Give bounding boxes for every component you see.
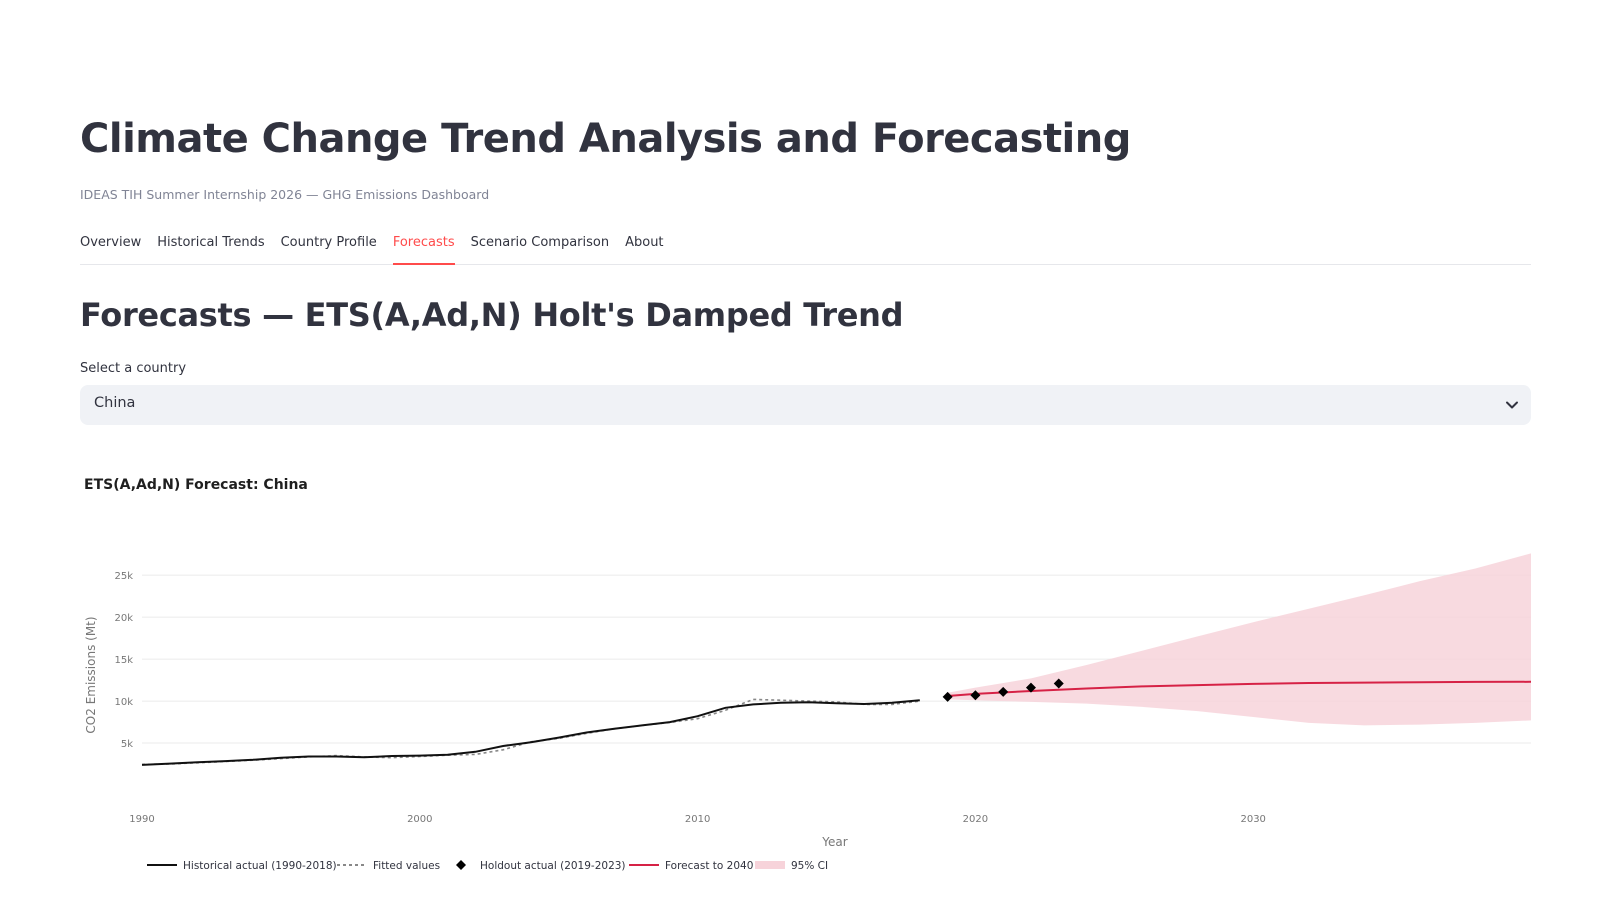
legend-label: Historical actual (1990-2018) [183, 860, 337, 872]
x-tick-label: 2030 [1240, 814, 1265, 825]
historical-actual-line [141, 699, 920, 766]
legend-label: Forecast to 2040 [665, 860, 753, 872]
chart-title: ETS(A,Ad,N) Forecast: China [84, 477, 308, 493]
section-title: Forecasts — ETS(A,Ad,N) Holt's Damped Tr… [80, 296, 904, 334]
legend-swatch [755, 861, 785, 869]
holdout-marker [998, 686, 1009, 697]
chevron-down-icon [1506, 401, 1518, 409]
y-axis-title: CO2 Emissions (Mt) [84, 616, 98, 733]
x-axis-title: Year [821, 835, 847, 849]
x-tick-label: 2000 [407, 814, 432, 825]
holdout-marker [942, 691, 953, 702]
tab-bar: Overview Historical Trends Country Profi… [80, 228, 1531, 265]
ci-band-layer [947, 553, 1531, 726]
legend-swatch [456, 860, 466, 870]
tab-country-profile[interactable]: Country Profile [280, 235, 377, 250]
country-select-value: China [94, 395, 136, 411]
axis-labels-layer: 5k 10k 15k 20k 25k 1990 2000 2010 2020 2030 [114, 571, 1265, 825]
legend-item: 95% CI [755, 860, 828, 872]
legend-item: Historical actual (1990-2018) [147, 860, 337, 872]
tab-overview[interactable]: Overview [80, 235, 142, 250]
x-tick-label: 2010 [685, 814, 710, 825]
page-subtitle: IDEAS TIH Summer Internship 2026 — GHG E… [80, 187, 490, 202]
legend-label: 95% CI [791, 860, 828, 872]
tab-about[interactable]: About [625, 235, 664, 250]
tab-forecasts[interactable]: Forecasts [392, 228, 455, 265]
holdout-marker [1053, 678, 1064, 689]
forecast-line [947, 680, 1532, 697]
forecast-chart: ETS(A,Ad,N) Forecast: China 5k 10k 15k 20k 2… [84, 477, 1532, 872]
legend-item: Holdout actual (2019-2023) [456, 860, 626, 872]
x-tick-label: 1990 [129, 814, 154, 825]
legend-item: Forecast to 2040 [629, 860, 753, 872]
y-tick-label: 15k [114, 655, 133, 666]
holdout-markers-layer [942, 678, 1064, 702]
legend-label: Holdout actual (2019-2023) [480, 860, 626, 872]
page-title: Climate Change Trend Analysis and Foreca… [80, 116, 1131, 162]
series-lines-layer [141, 680, 1532, 766]
y-tick-label: 20k [114, 613, 133, 624]
country-select[interactable]: China [80, 385, 1531, 425]
y-tick-label: 25k [114, 571, 133, 582]
holdout-marker [1025, 682, 1036, 693]
holdout-marker [970, 690, 981, 701]
y-tick-label: 10k [114, 697, 133, 708]
legend-item: Fitted values [337, 860, 440, 872]
ci-band [947, 553, 1531, 726]
x-tick-label: 2020 [963, 814, 988, 825]
chart-legend: Historical actual (1990-2018) Fitted valu… [147, 860, 828, 872]
tab-historical-trends[interactable]: Historical Trends [157, 235, 265, 250]
fitted-values-line [141, 698, 920, 766]
country-select-label: Select a country [80, 361, 187, 376]
tab-scenario-comparison[interactable]: Scenario Comparison [470, 235, 610, 250]
y-tick-label: 5k [121, 739, 133, 750]
legend-label: Fitted values [373, 860, 440, 872]
